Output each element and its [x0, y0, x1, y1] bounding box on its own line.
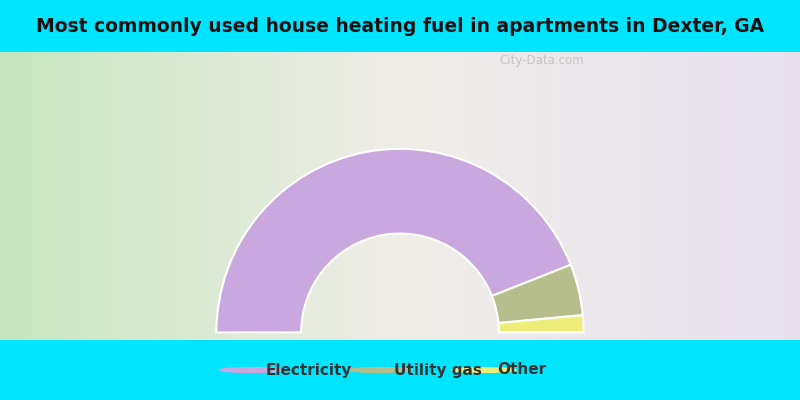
Circle shape: [452, 368, 516, 372]
Wedge shape: [498, 315, 583, 332]
Text: City-Data.com: City-Data.com: [500, 54, 584, 67]
Wedge shape: [217, 149, 570, 332]
Text: Utility gas: Utility gas: [394, 362, 482, 378]
Wedge shape: [492, 265, 582, 323]
Circle shape: [220, 368, 284, 372]
Text: Other: Other: [498, 362, 546, 378]
Text: Electricity: Electricity: [266, 362, 352, 378]
Text: Most commonly used house heating fuel in apartments in Dexter, GA: Most commonly used house heating fuel in…: [36, 16, 764, 36]
Circle shape: [348, 368, 412, 372]
